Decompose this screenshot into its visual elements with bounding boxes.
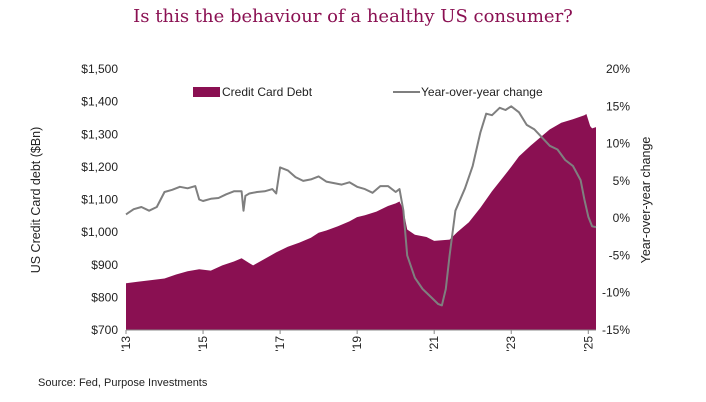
x-tick-label: '13	[119, 336, 133, 352]
chart-title: Is this the behaviour of a healthy US co…	[133, 6, 573, 27]
yoy-change-line	[125, 105, 597, 307]
right-tick-label: 5%	[613, 174, 631, 188]
right-tick-label: 0%	[613, 211, 631, 225]
right-axis-ticks: -15% -10% -5% 0% 5% 10% 15% 20%	[602, 62, 630, 337]
right-tick-label: 20%	[606, 62, 630, 76]
legend-label-debt: Credit Card Debt	[222, 85, 313, 99]
left-tick-label: $700	[91, 323, 118, 337]
x-tick-label: '19	[350, 336, 364, 352]
right-axis-label: Year-over-year change	[639, 137, 653, 264]
left-tick-label: $1,200	[81, 160, 118, 174]
source-note: Source: Fed, Purpose Investments	[38, 377, 208, 389]
left-tick-label: $900	[91, 258, 118, 272]
left-tick-label: $1,100	[81, 193, 118, 207]
right-tick-label: -5%	[609, 248, 631, 262]
x-axis-ticks: '13 '15 '17 '19 '21 '23 '25	[119, 330, 595, 352]
credit-card-debt-area	[126, 114, 596, 330]
legend-label-yoy: Year-over-year change	[421, 85, 543, 99]
left-tick-label: $1,300	[81, 127, 118, 141]
x-tick-label: '25	[581, 336, 595, 352]
left-tick-label: $800	[91, 290, 118, 304]
left-tick-label: $1,400	[81, 95, 118, 109]
right-tick-label: 10%	[606, 137, 630, 151]
right-tick-label: 15%	[606, 99, 630, 113]
right-tick-label: -10%	[602, 286, 630, 300]
left-axis-ticks: $700 $800 $900 $1,000 $1,100 $1,200 $1,300 $1,4…	[81, 62, 118, 337]
left-axis-label: US Credit Card debt ($Bn)	[29, 127, 43, 274]
right-tick-label: -15%	[602, 323, 630, 337]
x-tick-label: '21	[427, 336, 441, 352]
x-tick-label: '23	[504, 336, 518, 352]
left-tick-label: $1,000	[81, 225, 118, 239]
legend: Credit Card Debt Year-over-year change	[193, 85, 543, 99]
x-tick-label: '15	[196, 336, 210, 352]
debt-area-layer	[126, 114, 596, 330]
left-tick-label: $1,500	[81, 62, 118, 76]
yoy-line-layer	[125, 105, 597, 307]
x-tick-label: '17	[273, 336, 287, 352]
legend-swatch-debt	[193, 87, 220, 97]
